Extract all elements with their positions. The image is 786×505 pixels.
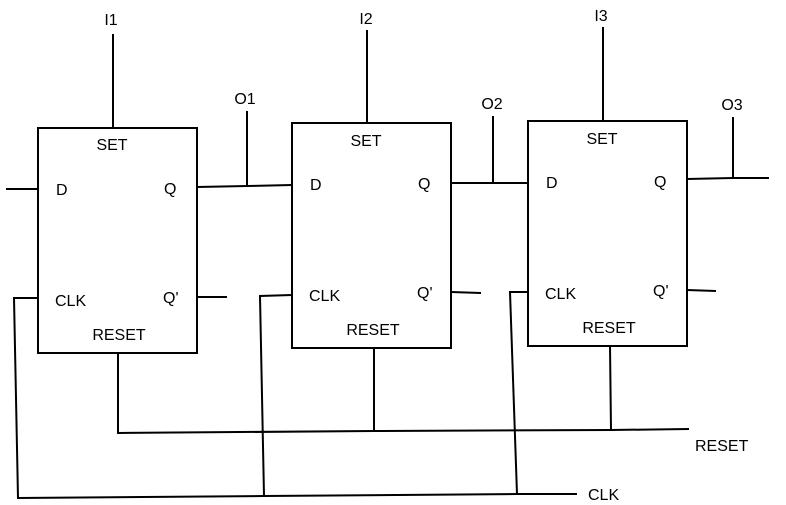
flip-flop-1-clk-label: CLK [55, 293, 86, 310]
flip-flop-3-reset-label: RESET [582, 320, 636, 337]
flip-flop-1-output-label: O1 [234, 91, 255, 108]
flip-flop-3-output-label: O3 [721, 97, 742, 114]
flip-flop-2: SET D Q CLK Q' RESET I2 O2 [291, 11, 503, 349]
flip-flop-1: SET D Q CLK Q' RESET I1 O1 [6, 12, 256, 354]
flip-flop-1-set-label: SET [96, 137, 127, 154]
flip-flop-3-q-label: Q [654, 174, 666, 191]
flip-flop-3-qbar-label: Q' [653, 283, 669, 300]
flip-flop-2-clk-label: CLK [309, 288, 340, 305]
flip-flop-1-q-label: Q [164, 181, 176, 198]
flip-flop-1-input-label: I1 [104, 12, 117, 29]
clock-bus-line [12, 297, 577, 500]
flip-flop-3-set-label: SET [586, 131, 617, 148]
reset-drop-3 [609, 345, 612, 431]
flip-flop-2-q-label: Q [418, 176, 430, 193]
flip-flop-1-qbar-label: Q' [163, 290, 179, 307]
flip-flop-1-body [37, 127, 198, 354]
clk-drop-3 [508, 291, 528, 495]
flip-flop-3-clk-label: CLK [545, 286, 576, 303]
flip-flop-2-set-label: SET [350, 133, 381, 150]
clock-bus-label: CLK [588, 487, 619, 504]
flip-flop-2-reset-label: RESET [346, 322, 400, 339]
reset-bus: RESET [117, 345, 749, 455]
flip-flop-3: SET D Q CLK Q' RESET I3 O3 [527, 8, 743, 347]
q3-output-wire [686, 177, 769, 180]
clock-bus: CLK [12, 291, 619, 504]
reset-bus-line [117, 353, 690, 435]
clk-drop-2 [258, 294, 293, 497]
data-path-wires [196, 111, 769, 188]
flip-flop-3-d-label: D [546, 175, 558, 192]
flip-flop-3-body [527, 120, 688, 347]
flip-flop-2-qbar-label: Q' [417, 285, 433, 302]
flip-flop-2-output-label: O2 [481, 96, 502, 113]
flip-flop-2-input-label: I2 [359, 11, 372, 28]
flip-flop-3-qbar-wire [686, 289, 717, 292]
flip-flop-2-qbar-wire [450, 291, 482, 294]
flip-flop-1-d-label: D [56, 182, 68, 199]
reset-bus-label: RESET [695, 438, 749, 455]
flip-flop-3-input-label: I3 [594, 8, 607, 25]
flip-flop-2-d-label: D [310, 177, 322, 194]
flip-flop-2-body [291, 122, 452, 349]
q1-to-d2-wire [196, 184, 293, 188]
flip-flop-1-reset-label: RESET [92, 327, 146, 344]
